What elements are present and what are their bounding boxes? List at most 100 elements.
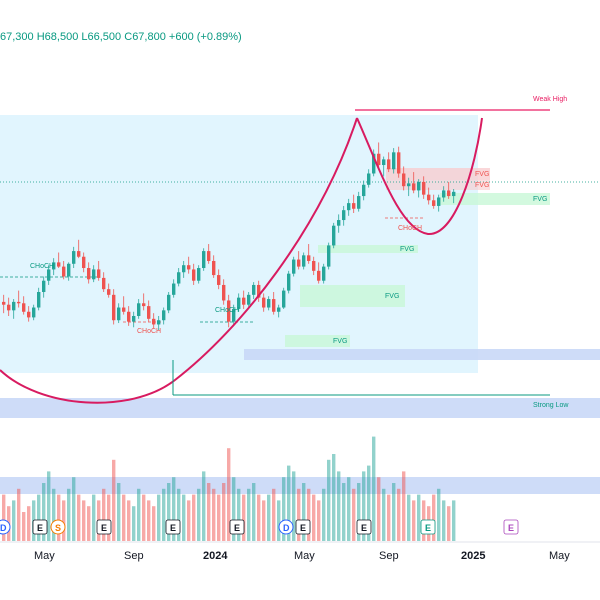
volume-bar <box>267 494 271 541</box>
event-label: D <box>0 523 7 533</box>
volume-bar <box>237 488 241 541</box>
fvg-box-red-1 <box>386 168 490 180</box>
candle-body <box>332 225 336 246</box>
candle-body <box>217 275 221 285</box>
earnings-marker[interactable] <box>32 519 48 535</box>
fvg-label-green-4: FVG <box>333 338 347 345</box>
candle-body <box>362 184 366 197</box>
volume-bar <box>337 471 341 541</box>
event-markers[interactable]: D E S E E E D E E E E <box>0 519 519 535</box>
volume-bar <box>347 477 351 541</box>
fvg-box-green-4 <box>285 335 350 347</box>
candle-body <box>282 290 286 308</box>
volume-bar <box>37 494 41 541</box>
candles <box>2 142 456 331</box>
candle-body <box>177 272 181 284</box>
earnings-marker[interactable] <box>229 519 245 535</box>
volume-bar <box>212 488 216 541</box>
volume-bar <box>322 488 326 541</box>
candle-body <box>382 159 386 166</box>
volume-bar <box>402 471 406 541</box>
candle-body <box>157 320 161 325</box>
candle-body <box>27 311 31 318</box>
candle-body <box>197 268 201 281</box>
volume-bar <box>317 500 321 541</box>
close-value: 67,800 <box>132 31 166 43</box>
earnings-marker[interactable] <box>165 519 181 535</box>
candle-body <box>187 265 191 270</box>
dividend-marker[interactable] <box>278 519 294 535</box>
split-marker[interactable] <box>50 519 66 535</box>
volume-bar <box>47 471 51 541</box>
candle-body <box>347 203 351 211</box>
choch-label-1: CHoCH <box>30 263 54 270</box>
volume-bar <box>202 471 206 541</box>
event-label: D <box>283 523 290 533</box>
candle-body <box>357 196 361 209</box>
candle-body <box>262 297 266 308</box>
volume-bar <box>302 483 306 541</box>
candle-body <box>202 251 206 269</box>
candle-body <box>237 297 241 309</box>
candle-body <box>327 245 331 267</box>
volume-bar <box>197 488 201 541</box>
earnings-marker[interactable] <box>420 519 436 535</box>
candle-body <box>312 260 316 271</box>
candle-body <box>162 310 166 321</box>
volume-bar <box>387 494 391 541</box>
volume-bar <box>82 500 86 541</box>
candle-body <box>42 280 46 293</box>
candle-body <box>2 301 6 305</box>
volume-bar <box>407 494 411 541</box>
candle-body <box>252 284 256 295</box>
candle-body <box>447 190 451 197</box>
volume-bar <box>327 459 331 541</box>
volume-bar <box>207 483 211 541</box>
candle-body <box>32 307 36 318</box>
candle-body <box>12 301 16 311</box>
candle-body <box>317 270 321 281</box>
volume-bar <box>412 500 416 541</box>
volume-bar <box>77 494 81 541</box>
volume-bar <box>192 494 196 541</box>
candle-body <box>397 152 401 174</box>
candle-body <box>247 294 251 305</box>
candle-body <box>442 190 446 198</box>
candle-body <box>117 307 121 321</box>
choch-label-2: CHoCH <box>137 328 161 335</box>
event-label: E <box>361 523 367 533</box>
volume-bar <box>452 500 456 541</box>
volume-bar <box>142 494 146 541</box>
volume-bar <box>217 494 221 541</box>
volume-bar <box>397 488 401 541</box>
earnings-marker[interactable] <box>356 519 372 535</box>
volume-bar <box>182 494 186 541</box>
volume-bar <box>117 483 121 541</box>
earnings-marker[interactable] <box>96 519 112 535</box>
candle-body <box>212 260 216 276</box>
candle-body <box>377 153 381 166</box>
volume-bar <box>417 494 421 541</box>
candle-body <box>62 266 66 277</box>
dividend-marker[interactable] <box>0 519 11 535</box>
candle-body <box>387 159 391 170</box>
volume-bar <box>297 488 301 541</box>
volume-bar <box>357 483 361 541</box>
volume-bar <box>372 436 376 541</box>
candle-body <box>287 273 291 291</box>
candle-body <box>412 183 416 191</box>
low-value: 66,500 <box>87 31 122 43</box>
choch-label-4: CHoCH <box>398 225 422 232</box>
candle-body <box>337 220 341 226</box>
volume-band <box>0 477 600 494</box>
earnings-marker[interactable] <box>295 519 311 535</box>
upcoming-earnings-marker[interactable] <box>503 519 519 535</box>
candle-body <box>452 191 456 197</box>
volume-bar <box>92 494 96 541</box>
x-tick: May <box>549 550 570 562</box>
candle-body <box>422 181 426 195</box>
candle-body <box>47 269 51 281</box>
x-tick: May <box>294 550 315 562</box>
volume-bar <box>252 483 256 541</box>
